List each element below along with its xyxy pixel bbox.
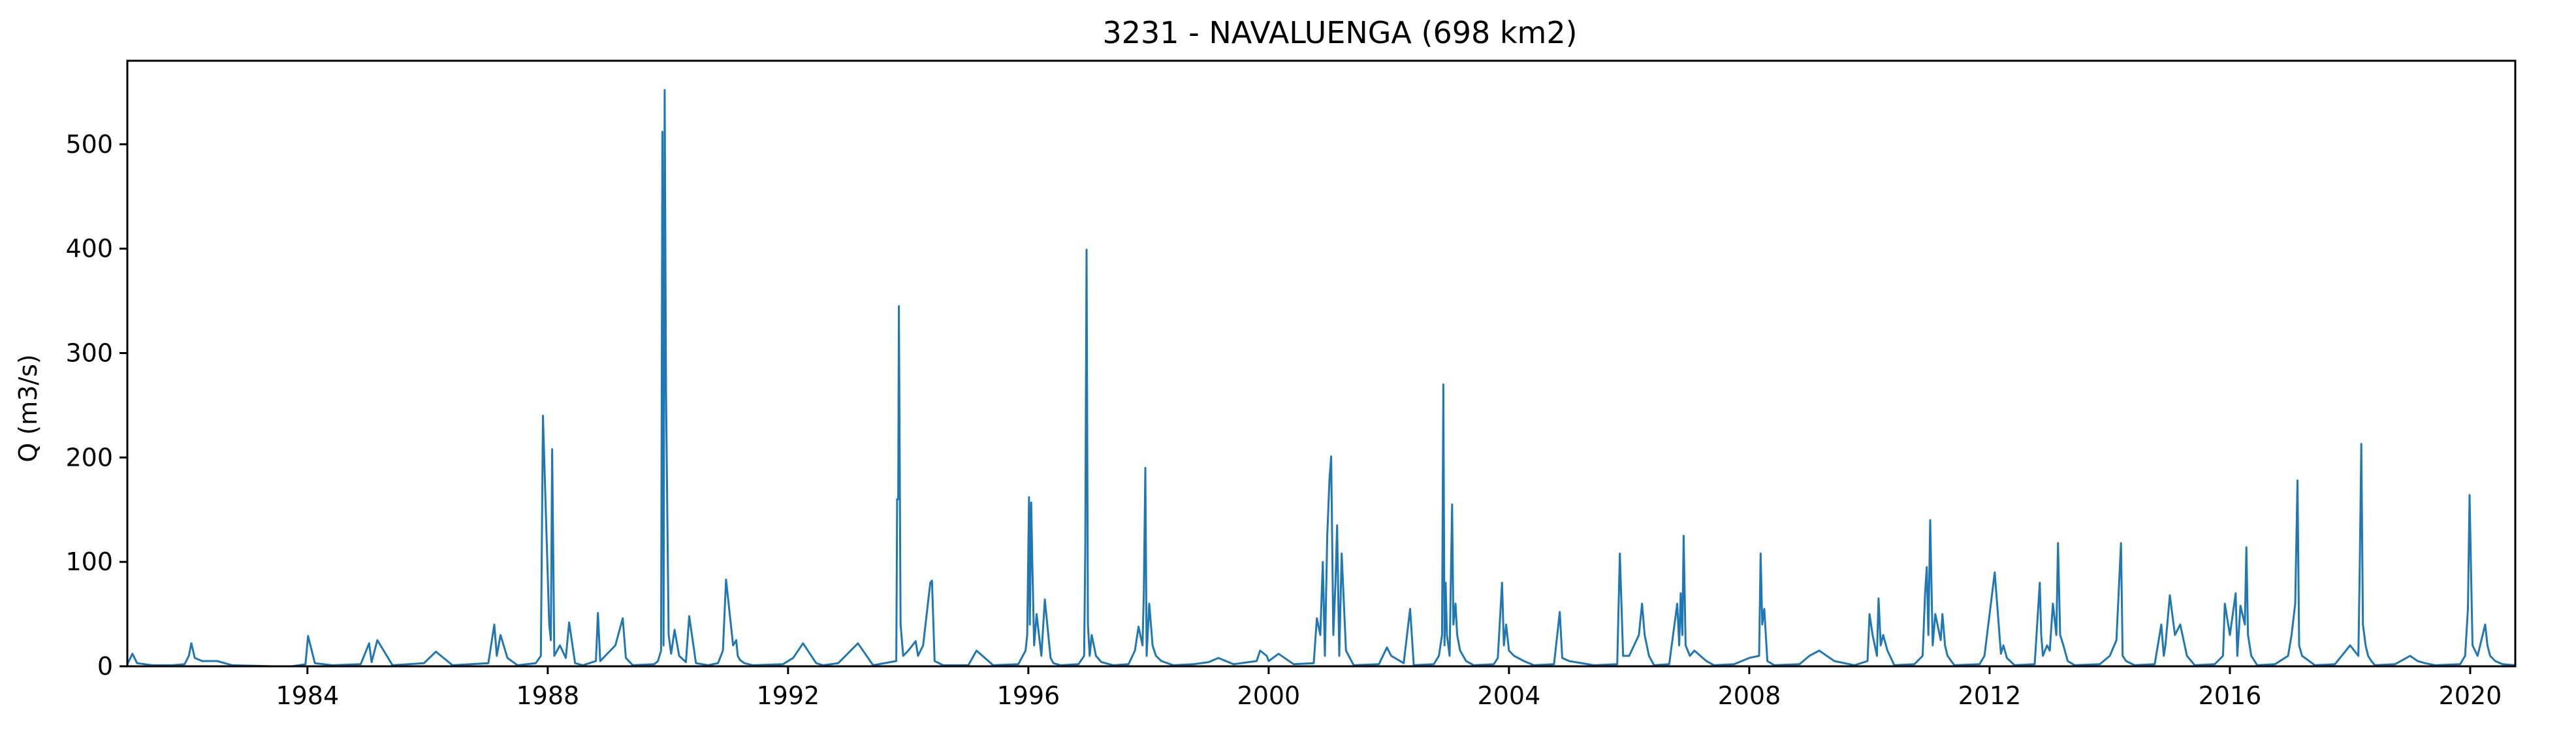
- series-line-0: [126, 89, 2516, 668]
- x-tick-label: 2008: [1718, 681, 1781, 710]
- y-tick-label: 400: [65, 235, 113, 263]
- x-tick-label: 1988: [516, 681, 579, 710]
- x-tick-label: 2004: [1478, 681, 1541, 710]
- x-tick-label: 2020: [2439, 681, 2502, 710]
- y-axis: 0 100 200 300 400 500: [65, 130, 127, 681]
- plot-frame: [126, 59, 2517, 668]
- chart-title: 3231 - NAVALUENGA (698 km2): [1102, 15, 1577, 50]
- x-tick-label: 2016: [2199, 681, 2262, 710]
- x-tick-label: 1992: [756, 681, 819, 710]
- y-tick-label: 100: [65, 547, 113, 576]
- x-tick-label: 2012: [1958, 681, 2022, 710]
- y-tick-label: 200: [65, 443, 113, 472]
- y-tick-label: 300: [65, 339, 113, 368]
- x-tick-label: 2000: [1237, 681, 1301, 710]
- x-tick-label: 1984: [276, 681, 339, 710]
- x-tick-label: 1996: [997, 681, 1060, 710]
- y-tick-label: 500: [65, 130, 113, 159]
- plot-area: [126, 89, 2516, 668]
- y-axis-label: Q (m3/s): [14, 354, 42, 462]
- y-tick-label: 0: [97, 652, 113, 681]
- x-axis: 1984 1988 1992 1996 2000 2004 2008 2012 2016 2020: [276, 666, 2502, 710]
